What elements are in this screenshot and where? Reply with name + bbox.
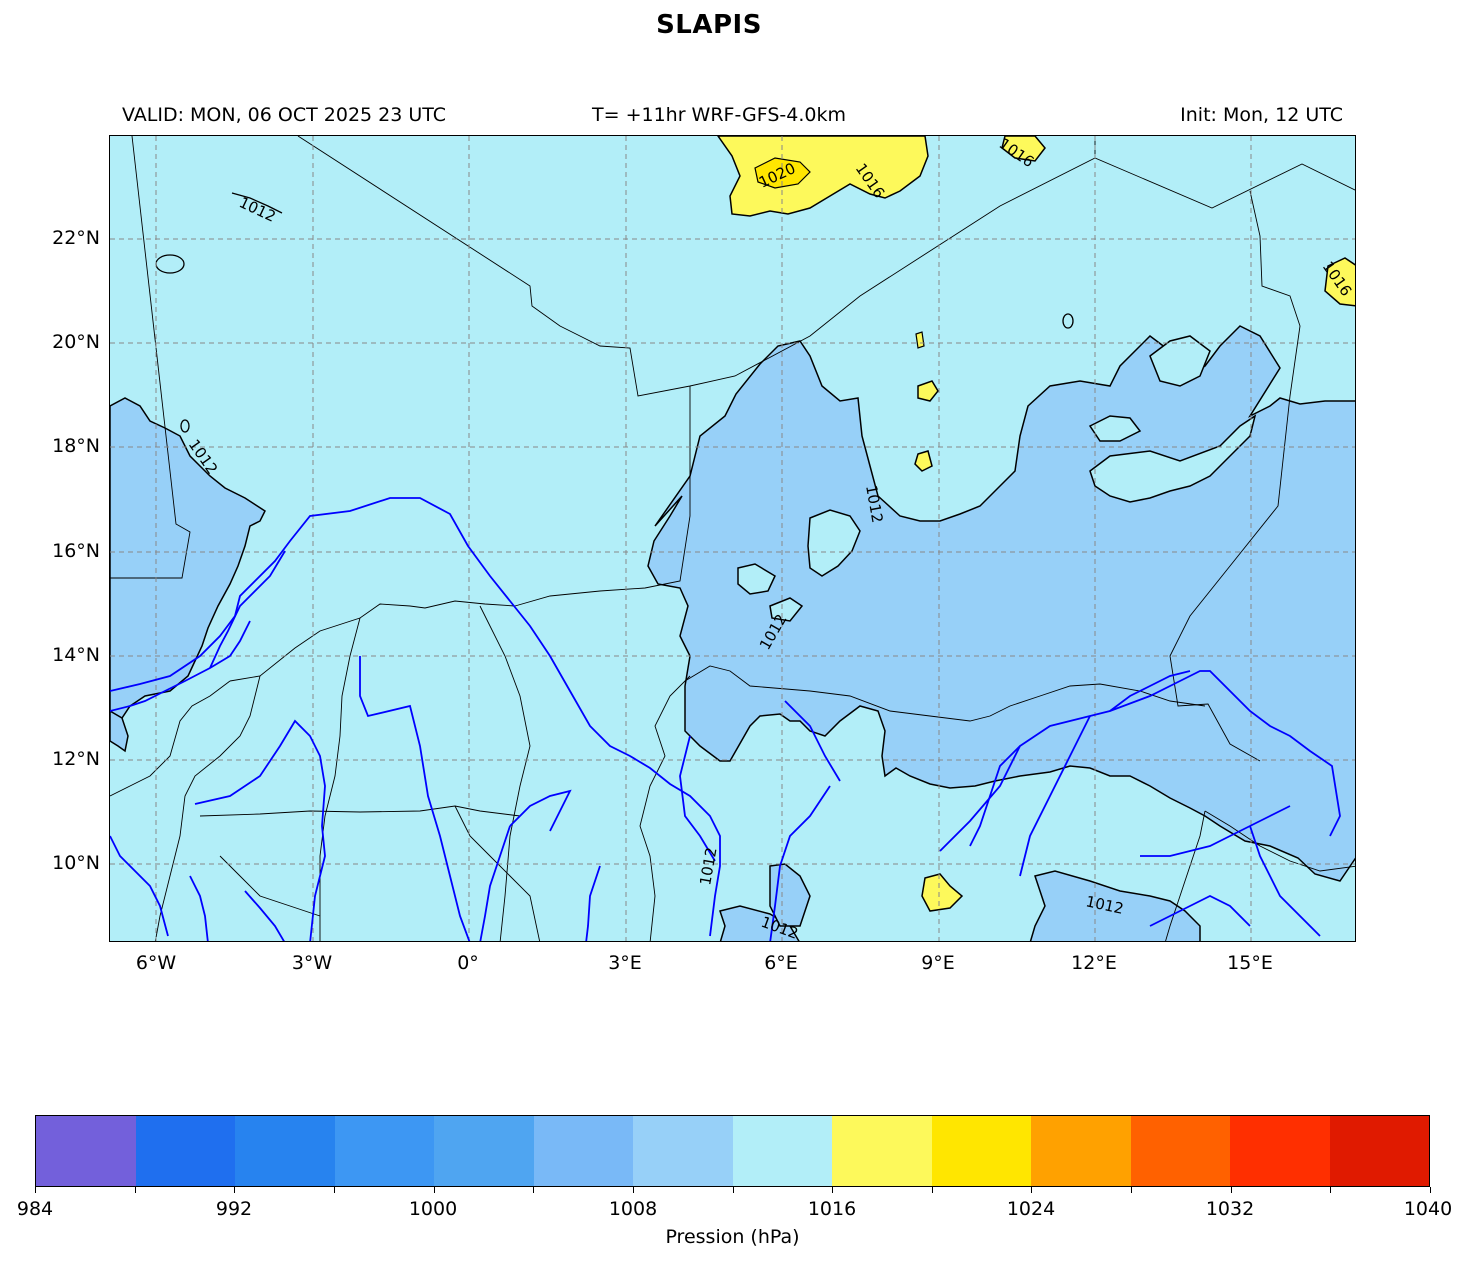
colorbar-tick bbox=[632, 1187, 634, 1193]
lat-label-12n: 12°N bbox=[52, 748, 100, 770]
figure-title: SLAPIS bbox=[656, 10, 762, 40]
lon-label-3w: 3°W bbox=[291, 952, 333, 974]
colorbar-label-1016: 1016 bbox=[807, 1198, 857, 1220]
isobar-ring-3 bbox=[1062, 313, 1074, 329]
lat-label-14n: 14°N bbox=[52, 644, 100, 666]
low-pressure-region-cameroon bbox=[1029, 870, 1201, 941]
lon-label-0: 0° bbox=[457, 952, 479, 974]
colorbar-segment bbox=[1031, 1116, 1131, 1186]
isobar-arc-nw bbox=[231, 192, 283, 214]
colorbar-label-1000: 1000 bbox=[408, 1198, 458, 1220]
colorbar-label-1024: 1024 bbox=[1006, 1198, 1056, 1220]
rivers bbox=[110, 497, 1341, 941]
high-pressure-island-1 bbox=[917, 380, 939, 402]
colorbar-label-1032: 1032 bbox=[1205, 1198, 1255, 1220]
country-borders bbox=[110, 136, 1355, 941]
colorbar-segment bbox=[533, 1116, 633, 1186]
colorbar-tick bbox=[1230, 1187, 1232, 1193]
map-panel: 1012 1012 1012 1012 1012 1012 1012 1016 … bbox=[109, 135, 1356, 942]
colorbar-segment bbox=[732, 1116, 832, 1186]
pressure-colorbar bbox=[35, 1115, 1430, 1187]
colorbar-tick bbox=[35, 1187, 36, 1193]
low-pressure-region-south bbox=[719, 905, 800, 941]
colorbar-tick bbox=[333, 1187, 335, 1193]
init-time-label: Init: Mon, 12 UTC bbox=[1180, 104, 1343, 126]
high-pressure-island-3 bbox=[921, 873, 964, 912]
colorbar-label-1008: 1008 bbox=[608, 1198, 658, 1220]
colorbar-tick bbox=[433, 1187, 435, 1193]
lon-label-12e: 12°E bbox=[1071, 952, 1117, 974]
colorbar-tick bbox=[1131, 1187, 1133, 1193]
high-pressure-region-ne-2 bbox=[1324, 257, 1355, 307]
high-island-center bbox=[807, 509, 861, 577]
lat-label-22n: 22°N bbox=[52, 227, 100, 249]
colorbar-segment bbox=[135, 1116, 235, 1186]
colorbar-tick bbox=[832, 1187, 834, 1193]
colorbar-tick bbox=[732, 1187, 734, 1193]
colorbar-segment bbox=[235, 1116, 335, 1186]
colorbar-segment bbox=[931, 1116, 1031, 1186]
lat-label-10n: 10°N bbox=[52, 852, 100, 874]
colorbar-tick bbox=[1430, 1187, 1431, 1193]
high-island-small-1 bbox=[737, 563, 776, 595]
colorbar-segment bbox=[1130, 1116, 1230, 1186]
colorbar-segment bbox=[1329, 1116, 1429, 1186]
lat-label-20n: 20°N bbox=[52, 331, 100, 353]
high-island-east-2 bbox=[1149, 335, 1211, 387]
colorbar-segment bbox=[633, 1116, 733, 1186]
lon-label-15e: 15°E bbox=[1227, 952, 1273, 974]
lon-label-6w: 6°W bbox=[135, 952, 177, 974]
isobar-ring-2 bbox=[180, 419, 190, 433]
valid-time-label: VALID: MON, 06 OCT 2025 23 UTC bbox=[122, 104, 447, 126]
high-island-east-1 bbox=[1089, 414, 1257, 503]
low-pressure-pocket-west bbox=[110, 710, 129, 753]
high-pressure-island-4 bbox=[915, 331, 925, 349]
colorbar-tick bbox=[1330, 1187, 1332, 1193]
lat-label-18n: 18°N bbox=[52, 435, 100, 457]
colorbar-tick bbox=[134, 1187, 136, 1193]
forecast-hour-label: T= +11hr WRF-GFS-4.0km bbox=[592, 104, 846, 126]
low-pressure-region-coast bbox=[769, 863, 811, 927]
colorbar-tick bbox=[533, 1187, 535, 1193]
high-pressure-region-ne-1 bbox=[1001, 136, 1046, 162]
high-island-east-3 bbox=[1088, 415, 1142, 442]
lat-label-16n: 16°N bbox=[52, 540, 100, 562]
colorbar-tick bbox=[1031, 1187, 1033, 1193]
colorbar-label-992: 992 bbox=[215, 1198, 253, 1220]
high-pressure-island-2 bbox=[914, 450, 933, 472]
colorbar-tick bbox=[931, 1187, 933, 1193]
lon-label-3e: 3°E bbox=[608, 952, 642, 974]
colorbar-segment bbox=[36, 1116, 136, 1186]
lon-label-9e: 9°E bbox=[921, 952, 955, 974]
graticule bbox=[110, 136, 1355, 941]
colorbar-label-984: 984 bbox=[16, 1198, 54, 1220]
high-island-small-2 bbox=[769, 597, 804, 622]
colorbar-title: Pression (hPa) bbox=[665, 1226, 800, 1248]
colorbar-segment bbox=[1230, 1116, 1330, 1186]
low-pressure-region-west bbox=[110, 397, 266, 727]
colorbar-label-1040: 1040 bbox=[1403, 1198, 1453, 1220]
pressure-map: 1012 1012 1012 1012 1012 1012 1012 1016 … bbox=[110, 136, 1355, 941]
colorbar-tick bbox=[234, 1187, 236, 1193]
colorbar-segment bbox=[832, 1116, 932, 1186]
colorbar-segment bbox=[434, 1116, 534, 1186]
colorbar-segment bbox=[334, 1116, 434, 1186]
high-pressure-region-north bbox=[717, 136, 929, 217]
lon-label-6e: 6°E bbox=[764, 952, 798, 974]
